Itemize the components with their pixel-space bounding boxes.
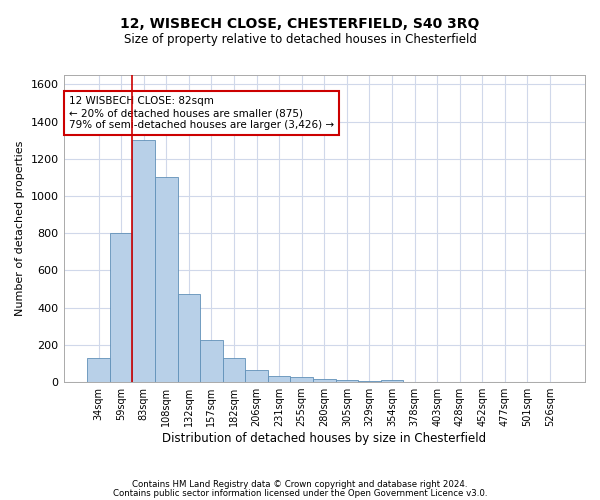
Bar	[200, 340, 223, 382]
Bar	[155, 178, 178, 382]
Text: 12, WISBECH CLOSE, CHESTERFIELD, S40 3RQ: 12, WISBECH CLOSE, CHESTERFIELD, S40 3RQ	[121, 18, 479, 32]
Bar	[223, 358, 245, 382]
Bar	[268, 376, 290, 382]
Y-axis label: Number of detached properties: Number of detached properties	[15, 141, 25, 316]
Text: Contains public sector information licensed under the Open Government Licence v3: Contains public sector information licen…	[113, 488, 487, 498]
Bar	[87, 358, 110, 382]
Text: Contains HM Land Registry data © Crown copyright and database right 2024.: Contains HM Land Registry data © Crown c…	[132, 480, 468, 489]
Bar	[358, 381, 381, 382]
Bar	[245, 370, 268, 382]
Bar	[110, 233, 133, 382]
Bar	[381, 380, 403, 382]
X-axis label: Distribution of detached houses by size in Chesterfield: Distribution of detached houses by size …	[162, 432, 487, 445]
Bar	[335, 380, 358, 382]
Bar	[133, 140, 155, 382]
Text: 12 WISBECH CLOSE: 82sqm
← 20% of detached houses are smaller (875)
79% of semi-d: 12 WISBECH CLOSE: 82sqm ← 20% of detache…	[69, 96, 334, 130]
Bar	[178, 294, 200, 382]
Bar	[313, 380, 335, 382]
Text: Size of property relative to detached houses in Chesterfield: Size of property relative to detached ho…	[124, 32, 476, 46]
Bar	[290, 378, 313, 382]
